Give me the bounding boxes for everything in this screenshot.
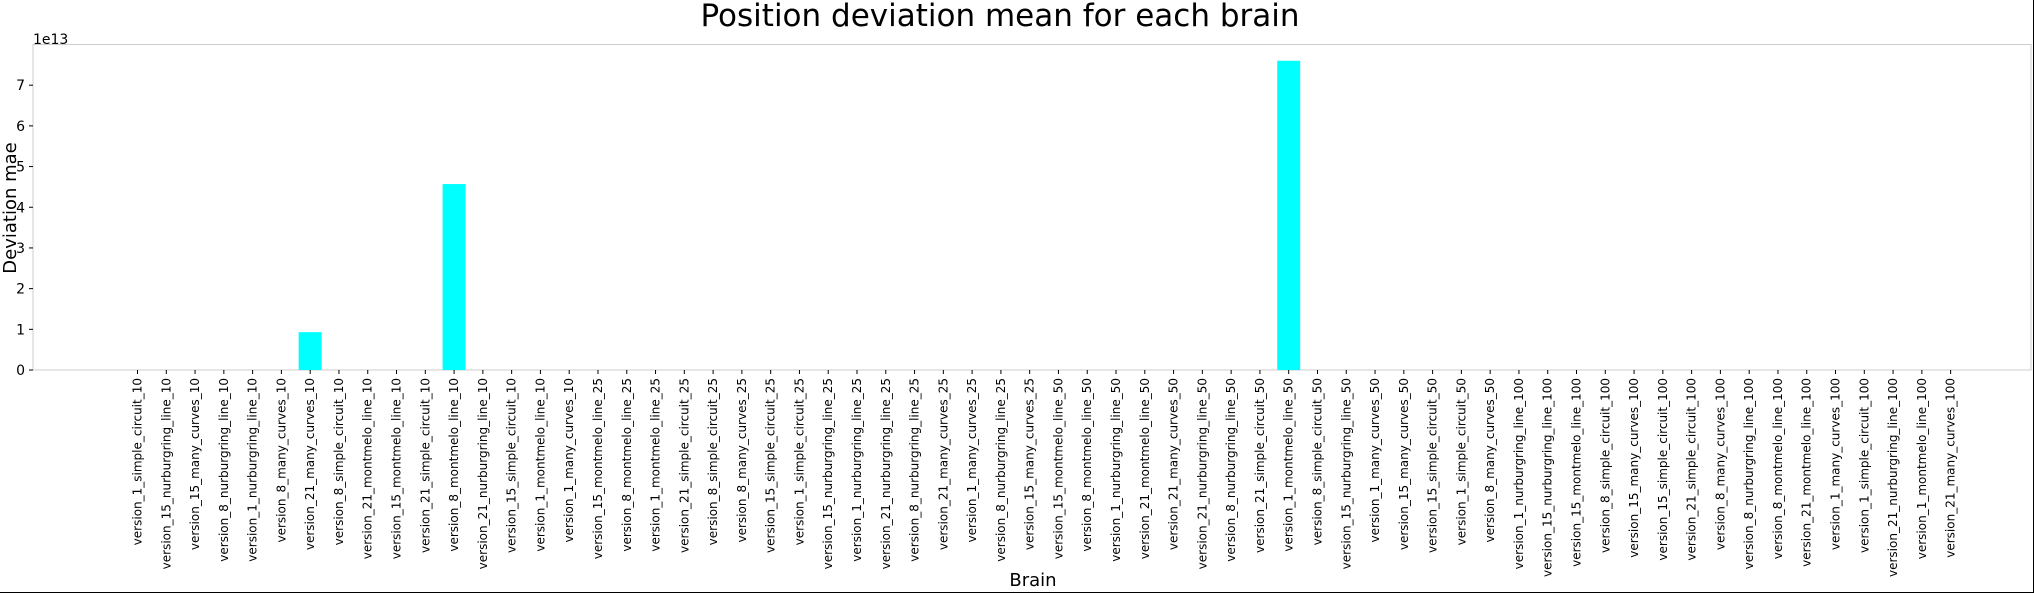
x-tick-label: version_15_many_curves_25: [1023, 378, 1037, 550]
y-offset-label: 1e13: [33, 32, 68, 48]
x-tick-label: version_8_many_curves_25: [735, 378, 749, 542]
x-tick-label: version_21_many_curves_10: [303, 378, 317, 550]
x-tick-label: version_15_montmelo_line_100: [1570, 378, 1584, 567]
x-tick-label: version_8_simple_circuit_50: [1310, 378, 1324, 545]
x-tick-label: version_8_many_curves_100: [1713, 378, 1727, 550]
bar: [298, 332, 322, 370]
x-tick-label: version_21_many_curves_25: [936, 378, 950, 550]
plot-area: [32, 44, 2032, 371]
bars-group: [298, 60, 1301, 371]
x-tick-label: version_1_montmelo_line_50: [1282, 378, 1296, 552]
y-tick-label: 3: [16, 241, 25, 257]
x-tick-label: version_8_nurburgring_line_25: [994, 378, 1008, 562]
x-tick-label: version_21_nurburgring_line_50: [1195, 378, 1209, 569]
y-axis: 0 1 2 3 4 5 6 7: [16, 78, 33, 379]
x-tick-label: version_1_many_curves_10: [562, 378, 576, 542]
y-tick-label: 6: [16, 119, 25, 135]
x-tick-label: version_21_simple_circuit_10: [418, 378, 432, 553]
x-tick-label: version_1_simple_circuit_25: [792, 378, 806, 545]
y-tick-label: 0: [16, 363, 25, 379]
x-tick-label: version_15_montmelo_line_10: [390, 378, 404, 559]
x-tick-label: version_8_many_curves_50: [1483, 378, 1497, 542]
x-tick-label: version_8_many_curves_10: [274, 378, 288, 542]
x-tick-label: version_1_many_curves_100: [1829, 378, 1843, 550]
x-tick-label: version_1_many_curves_25: [965, 378, 979, 542]
x-tick-label: version_21_montmelo_line_10: [361, 378, 375, 559]
x-tick-label: version_21_simple_circuit_50: [1253, 378, 1267, 553]
x-tick-label: version_1_simple_circuit_50: [1454, 378, 1468, 545]
x-tick-label: version_15_nurburgring_line_25: [821, 378, 835, 569]
x-tick-label: version_15_montmelo_line_25: [591, 378, 605, 559]
x-tick-label: version_21_simple_circuit_25: [677, 378, 691, 553]
x-tick-label: version_1_nurburgring_line_100: [1512, 378, 1526, 569]
x-tick-label: version_21_nurburgring_line_10: [476, 378, 490, 569]
x-tick-label: version_8_montmelo_line_50: [1080, 378, 1094, 552]
x-tick-label: version_15_simple_circuit_10: [505, 378, 519, 553]
x-tick-label: version_15_nurburgring_line_100: [1541, 378, 1555, 577]
bar: [442, 184, 466, 370]
x-tick-label: version_15_simple_circuit_25: [764, 378, 778, 553]
x-tick-label: version_21_simple_circuit_100: [1685, 378, 1699, 561]
x-tick-label: version_15_many_curves_10: [188, 378, 202, 550]
x-tick-label: version_21_nurburgring_line_25: [879, 378, 893, 569]
x-tick-label: version_8_simple_circuit_25: [706, 378, 720, 545]
x-tick-label: version_8_simple_circuit_100: [1598, 378, 1612, 553]
x-tick-label: version_8_nurburgring_line_50: [1224, 378, 1238, 562]
x-tick-label: version_15_simple_circuit_50: [1426, 378, 1440, 553]
x-tick-label: version_21_montmelo_line_100: [1800, 378, 1814, 567]
x-tick-label: version_1_montmelo_line_100: [1915, 378, 1929, 559]
x-tick-label: version_8_montmelo_line_100: [1771, 378, 1785, 559]
x-tick-label: version_8_montmelo_line_25: [620, 378, 634, 552]
x-axis: version_1_simple_circuit_10 version_15_nu…: [131, 370, 1958, 577]
x-tick-label: version_15_nurburgring_line_50: [1339, 378, 1353, 569]
x-tick-label: version_1_nurburgring_line_25: [850, 378, 864, 562]
x-tick-label: version_15_many_curves_50: [1397, 378, 1411, 550]
x-tick-label: version_15_many_curves_100: [1627, 378, 1641, 558]
bar: [1277, 60, 1301, 371]
chart-title: Position deviation mean for each brain: [700, 0, 1299, 34]
x-tick-label: version_21_nurburgring_line_100: [1886, 378, 1900, 577]
y-tick-label: 5: [16, 160, 25, 176]
x-tick-label: version_15_montmelo_line_50: [1051, 378, 1065, 559]
y-tick-label: 2: [16, 282, 25, 298]
x-tick-label: version_1_nurburgring_line_10: [246, 378, 260, 562]
x-tick-label: version_21_montmelo_line_50: [1138, 378, 1152, 559]
y-axis-title: Deviation mae: [0, 142, 21, 273]
x-tick-label: version_8_nurburgring_line_25: [908, 378, 922, 562]
x-tick-label: version_1_montmelo_line_25: [649, 378, 663, 552]
x-tick-label: version_21_many_curves_100: [1944, 378, 1958, 558]
x-tick-label: version_1_many_curves_50: [1368, 378, 1382, 542]
x-tick-label: version_8_nurburgring_line_10: [217, 378, 231, 562]
x-tick-label: version_1_simple_circuit_100: [1857, 378, 1871, 553]
x-tick-label: version_15_simple_circuit_100: [1656, 378, 1670, 561]
x-tick-label: version_8_montmelo_line_10: [447, 378, 461, 552]
x-tick-label: version_15_nurburgring_line_10: [159, 378, 173, 569]
y-tick-label: 4: [16, 200, 25, 216]
x-tick-label: version_1_nurburgring_line_50: [1109, 378, 1123, 562]
y-tick-label: 1: [16, 322, 25, 338]
x-tick-label: version_8_simple_circuit_10: [332, 378, 346, 545]
x-tick-label: version_8_nurburgring_line_100: [1742, 378, 1756, 569]
y-tick-label: 7: [16, 78, 25, 94]
x-tick-label: version_1_simple_circuit_10: [131, 378, 145, 545]
x-tick-label: version_1_montmelo_line_10: [533, 378, 547, 552]
x-axis-title: Brain: [1009, 570, 1056, 591]
x-tick-label: version_21_many_curves_50: [1167, 378, 1181, 550]
